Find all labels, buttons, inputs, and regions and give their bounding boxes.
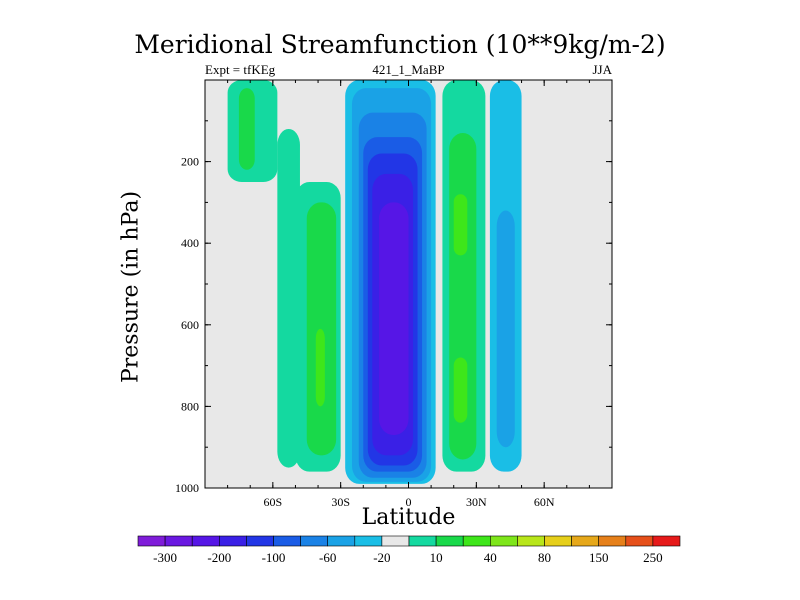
y-tick-label: 800: [181, 399, 199, 413]
colorbar-swatch: [435, 535, 464, 547]
colorbar-swatch: [327, 535, 356, 547]
contour-region: [496, 210, 515, 448]
colorbar-label: -20: [373, 550, 390, 565]
colorbar-swatch: [191, 535, 220, 547]
contour-region: [277, 128, 300, 468]
contour-region: [453, 194, 468, 256]
chart-title: Meridional Streamfunction (10**9kg/m-2): [134, 30, 666, 59]
contour-region: [238, 88, 255, 170]
x-axis-title: Latitude: [361, 505, 456, 530]
run-label: 421_1_MaBP: [372, 62, 445, 77]
colorbar-label: 250: [643, 550, 663, 565]
colorbar-swatch: [164, 535, 193, 547]
colorbar-swatch: [219, 535, 247, 547]
y-tick-label: 400: [181, 236, 199, 250]
colorbar-swatch: [625, 535, 654, 547]
colorbar-swatch: [489, 535, 518, 547]
colorbar-label: 80: [538, 550, 551, 565]
contour-region: [306, 202, 337, 456]
colorbar-label: -60: [319, 550, 336, 565]
colorbar-swatch: [652, 535, 681, 547]
y-tick-label: 200: [181, 155, 199, 169]
colorbar-swatch: [246, 535, 274, 547]
x-tick-label: 30N: [466, 495, 487, 509]
colorbar-swatch: [571, 535, 599, 547]
colorbar-label: 150: [589, 550, 609, 565]
x-tick-label: 30S: [331, 495, 350, 509]
colorbar-swatch: [408, 535, 437, 547]
colorbar-swatch: [273, 535, 301, 547]
colorbar-label: -200: [207, 550, 231, 565]
colorbar-swatch: [517, 535, 545, 547]
colorbar-swatch: [544, 535, 572, 547]
x-tick-label: 60S: [263, 495, 282, 509]
colorbar-swatch: [354, 535, 383, 547]
colorbar-swatch: [381, 535, 410, 547]
colorbar-label: 10: [430, 550, 443, 565]
experiment-label: Expt = tfKEg: [205, 62, 276, 77]
colorbar-swatch: [598, 535, 627, 547]
colorbar-swatch: [462, 535, 491, 547]
x-tick-label: 0: [406, 495, 412, 509]
contour-region: [315, 328, 325, 407]
colorbar-label: 40: [484, 550, 497, 565]
contour-region: [453, 357, 468, 423]
colorbar-swatch: [300, 535, 329, 547]
x-tick-label: 60N: [534, 495, 555, 509]
contour-region: [379, 202, 409, 435]
season-label: JJA: [592, 62, 612, 77]
colorbar-swatch: [137, 535, 166, 547]
colorbar-label: -100: [262, 550, 286, 565]
y-tick-label: 1000: [175, 481, 199, 495]
colorbar-label: -300: [153, 550, 177, 565]
y-tick-label: 600: [181, 318, 199, 332]
